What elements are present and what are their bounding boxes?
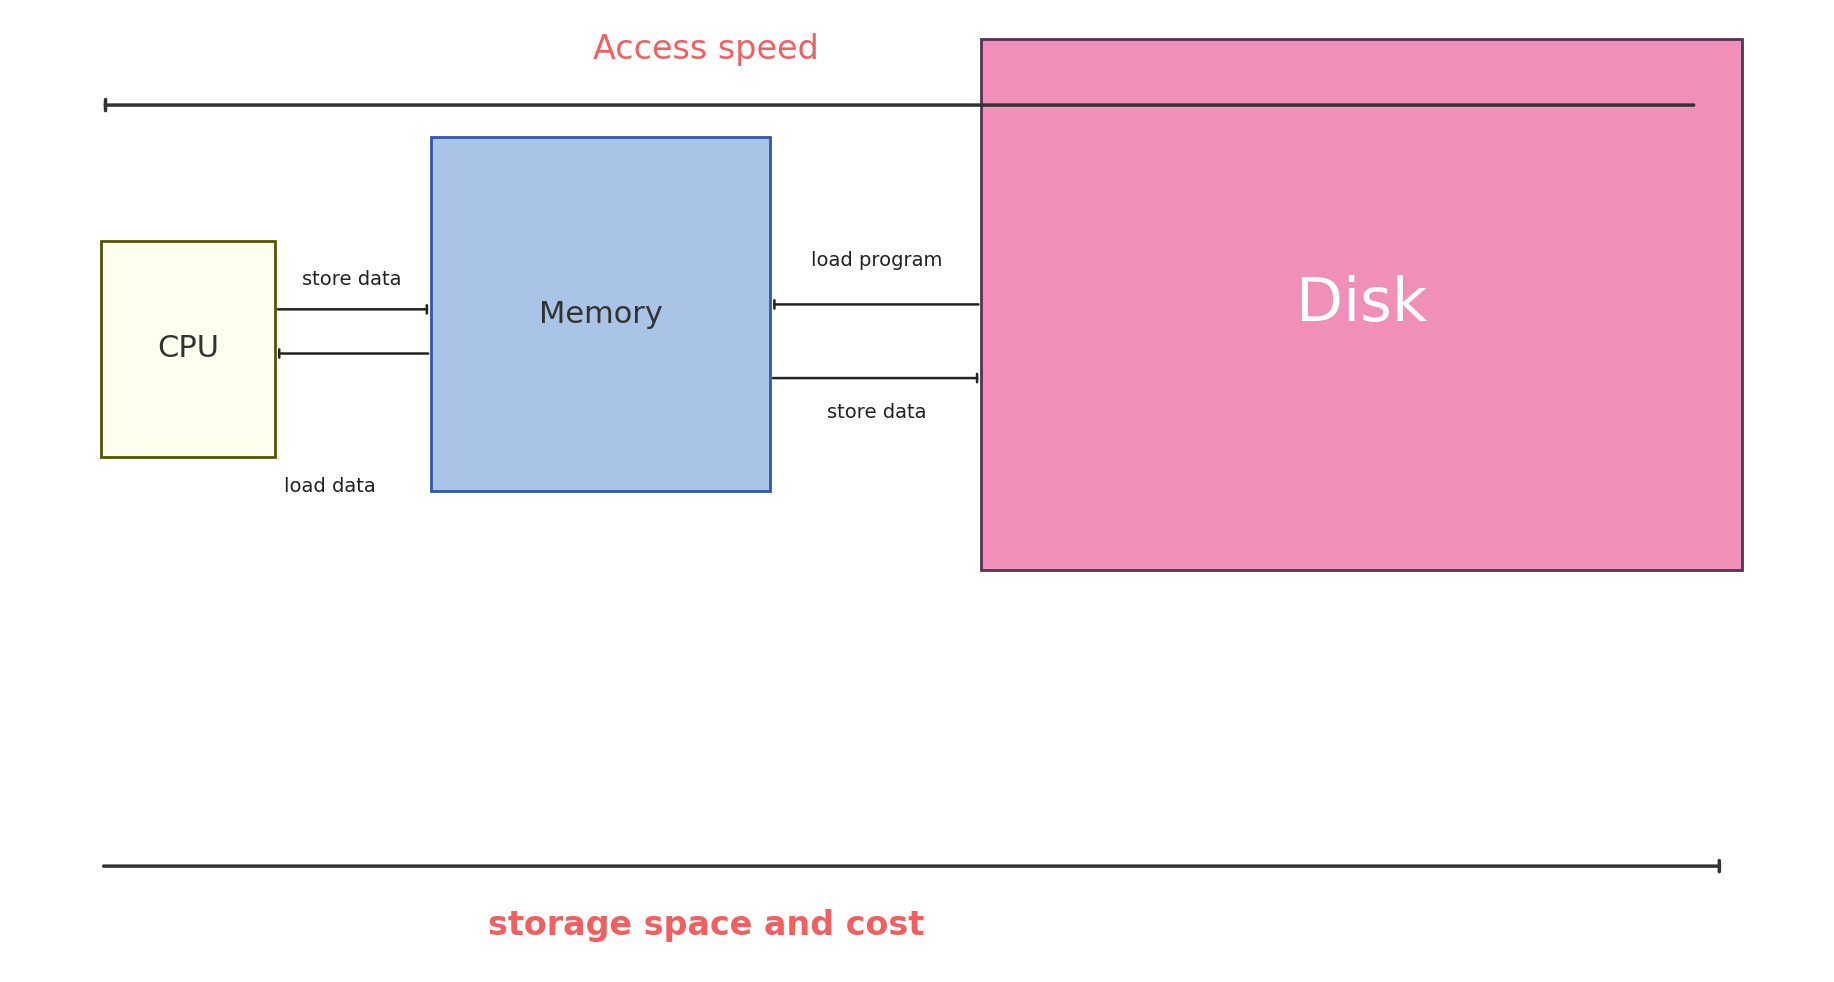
- Text: store data: store data: [827, 403, 926, 422]
- Text: store data: store data: [303, 270, 402, 290]
- Text: Memory: Memory: [539, 300, 662, 329]
- Text: load program: load program: [811, 250, 943, 270]
- FancyBboxPatch shape: [981, 39, 1742, 570]
- Text: load data: load data: [284, 476, 376, 496]
- FancyBboxPatch shape: [431, 137, 770, 491]
- Text: CPU: CPU: [158, 334, 218, 363]
- Text: storage space and cost: storage space and cost: [488, 908, 924, 942]
- FancyBboxPatch shape: [101, 241, 275, 457]
- Text: Disk: Disk: [1297, 275, 1427, 334]
- Text: Access speed: Access speed: [592, 32, 820, 66]
